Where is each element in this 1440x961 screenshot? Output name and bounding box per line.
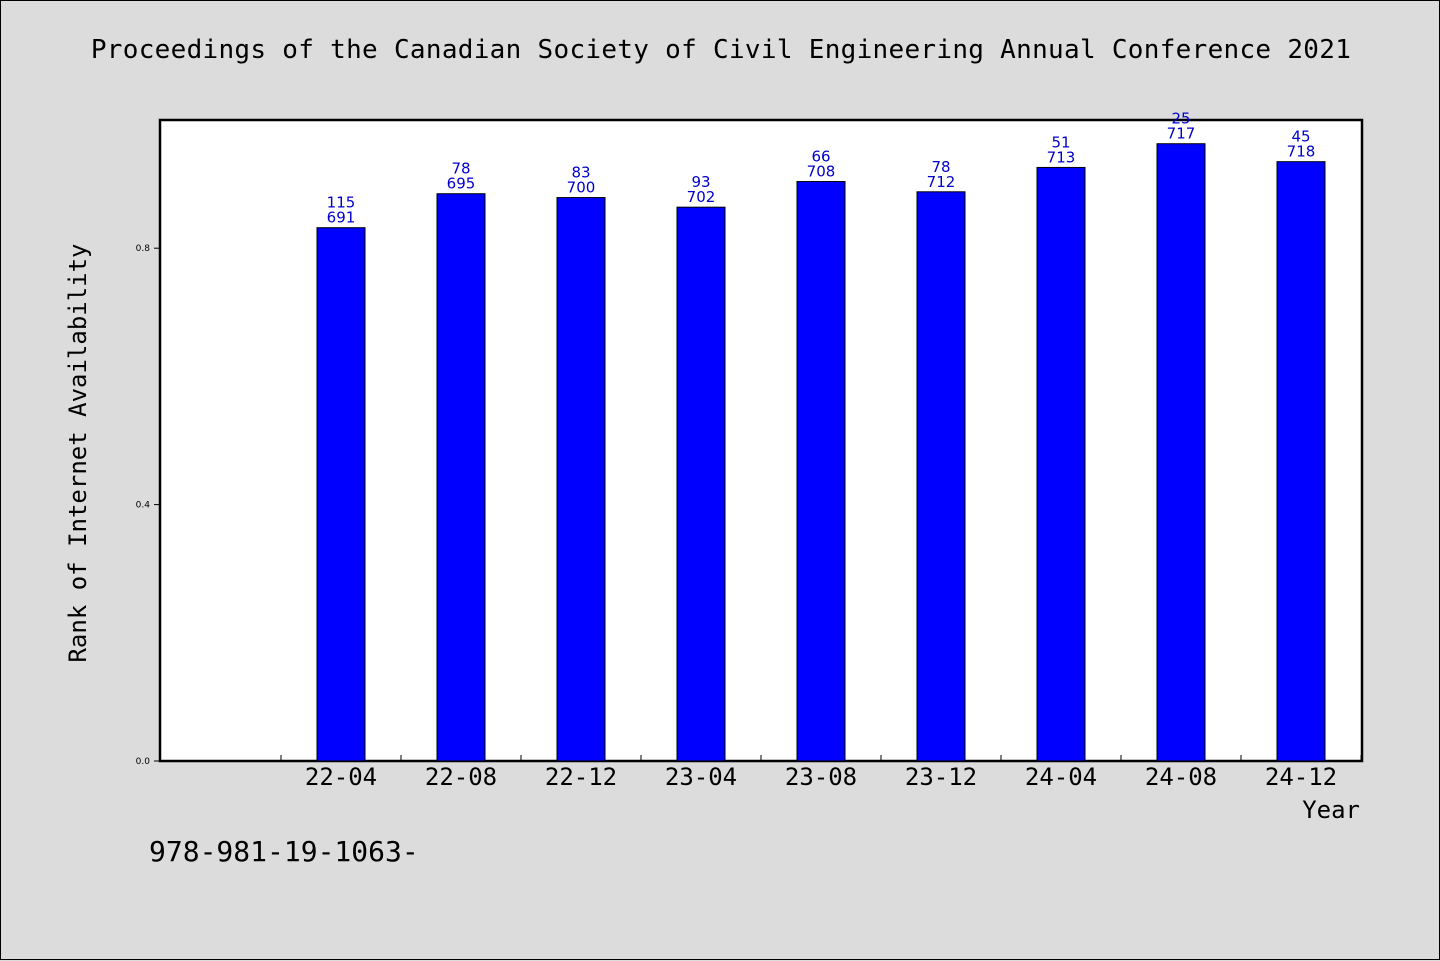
bar-label-bottom: 718: [1287, 143, 1316, 161]
bar-label-top: 78: [451, 160, 470, 178]
bar-label-bottom: 700: [567, 179, 596, 197]
y-tick-label: 0.4: [136, 501, 151, 511]
bar-label-top: 51: [1051, 133, 1070, 151]
bar-label-bottom: 713: [1047, 148, 1076, 166]
x-tick-label: 22-04: [305, 763, 377, 791]
x-tick-label: 22-08: [425, 763, 497, 791]
bars-group: [316, 143, 1326, 762]
x-tick-label: 23-04: [665, 763, 737, 791]
bar: [1036, 166, 1086, 762]
page-title: Proceedings of the Canadian Society of C…: [90, 35, 1352, 65]
bar: [1156, 143, 1206, 762]
bar: [556, 197, 606, 762]
y-axis: 0.0 0.4 0.8: [136, 244, 160, 767]
isbn-text: 978-981-19-1063-: [149, 835, 419, 868]
bar: [316, 227, 366, 762]
x-tick-label: 23-12: [905, 763, 977, 791]
x-tick-label: 24-08: [1145, 763, 1217, 791]
bar: [1276, 161, 1326, 762]
x-axis-label: Year: [1302, 796, 1360, 824]
bar-label-bottom: 695: [447, 175, 476, 193]
bar-label-top: 66: [811, 148, 830, 166]
x-axis: 22-04 22-08 22-12 23-04 23-08 23-12 24-04 24-08…: [280, 755, 1362, 791]
bar-label-top: 83: [571, 164, 590, 182]
bar-label-top: 45: [1291, 128, 1310, 146]
y-tick-label: 0.8: [136, 244, 151, 254]
bar: [916, 191, 966, 762]
bar: [436, 193, 486, 762]
bar-label-bottom: 702: [687, 188, 716, 206]
bar-label-top: 93: [691, 173, 710, 191]
bar-label-bottom: 717: [1167, 125, 1196, 143]
x-tick-label: 24-12: [1265, 763, 1337, 791]
y-tick-label: 0.0: [136, 757, 151, 767]
x-tick-label: 23-08: [785, 763, 857, 791]
bar-label-bottom: 691: [327, 209, 356, 227]
bar: [676, 206, 726, 762]
x-tick-label: 24-04: [1025, 763, 1097, 791]
bar-label-bottom: 708: [807, 163, 836, 181]
bar-label-bottom: 712: [927, 173, 956, 191]
x-tick-label: 22-12: [545, 763, 617, 791]
bar-label-top: 78: [931, 158, 950, 176]
y-axis-label: Rank of Internet Availability: [64, 243, 92, 662]
bar-label-top: 25: [1171, 110, 1190, 128]
bar: [796, 181, 846, 762]
bar-label-top: 115: [327, 194, 356, 212]
